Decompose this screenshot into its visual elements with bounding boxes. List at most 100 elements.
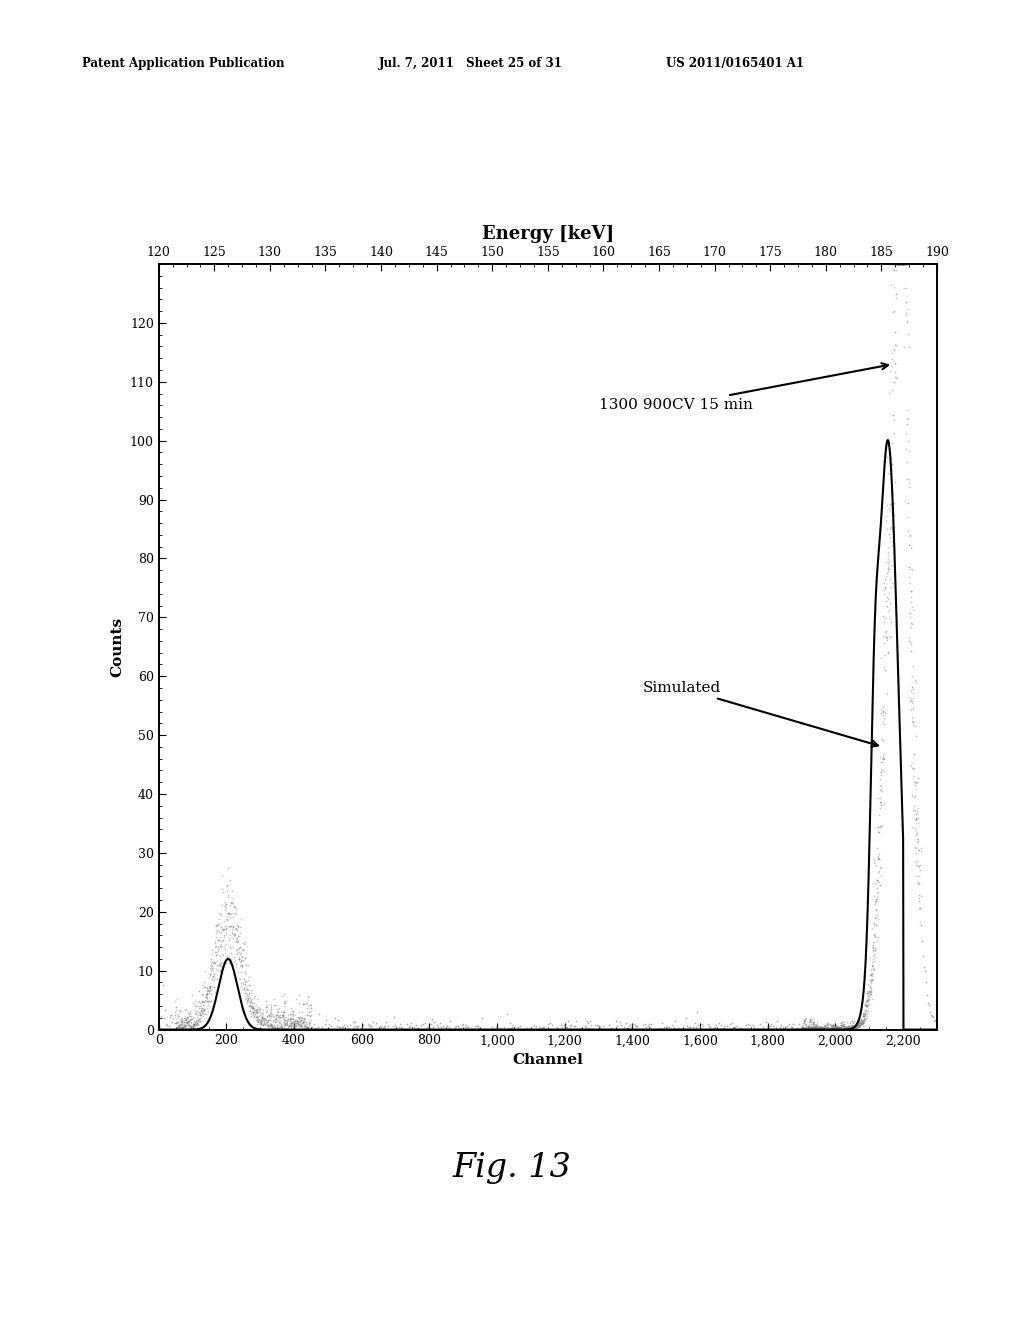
Point — [317, 1014, 334, 1035]
Point — [926, 1010, 942, 1031]
Point — [278, 1007, 294, 1028]
Point — [173, 1016, 189, 1038]
Point — [825, 1018, 842, 1039]
Point — [224, 887, 241, 908]
Point — [237, 932, 253, 953]
Point — [901, 473, 918, 494]
Point — [205, 956, 221, 977]
Point — [822, 1018, 839, 1039]
Point — [300, 985, 316, 1006]
Point — [294, 1011, 310, 1032]
Point — [542, 1012, 558, 1034]
Point — [214, 866, 230, 887]
Point — [878, 506, 894, 527]
Point — [360, 1016, 377, 1038]
Point — [233, 956, 250, 977]
Point — [874, 711, 891, 733]
Point — [861, 981, 878, 1002]
Point — [591, 1016, 607, 1038]
Point — [289, 1011, 305, 1032]
Point — [189, 1005, 206, 1026]
Point — [223, 892, 240, 913]
Point — [693, 1012, 710, 1034]
Point — [300, 1016, 316, 1038]
Point — [208, 944, 224, 965]
Point — [853, 1008, 869, 1030]
Point — [189, 1014, 206, 1035]
Point — [208, 936, 224, 957]
Point — [182, 1012, 199, 1034]
Point — [240, 970, 256, 991]
Point — [227, 903, 244, 924]
Point — [172, 1015, 188, 1036]
Point — [299, 1016, 315, 1038]
Point — [803, 1014, 819, 1035]
Point — [413, 1015, 429, 1036]
Point — [877, 747, 893, 768]
Point — [327, 1007, 343, 1028]
Point — [867, 915, 884, 936]
Point — [850, 1015, 866, 1036]
Point — [544, 1015, 560, 1036]
Point — [267, 1016, 284, 1038]
Point — [880, 589, 896, 610]
Point — [846, 1018, 862, 1039]
Point — [910, 887, 927, 908]
Point — [283, 1008, 299, 1030]
Point — [835, 1015, 851, 1036]
Point — [175, 1011, 191, 1032]
Point — [857, 1007, 873, 1028]
Point — [268, 1008, 285, 1030]
Point — [211, 903, 227, 924]
Point — [227, 931, 244, 952]
Point — [638, 1016, 654, 1038]
Point — [798, 1018, 814, 1039]
Point — [821, 1019, 838, 1040]
Point — [855, 1003, 871, 1024]
Point — [348, 1016, 365, 1038]
Point — [261, 1005, 278, 1026]
Point — [207, 936, 223, 957]
Point — [901, 566, 918, 587]
Point — [866, 944, 883, 965]
Point — [898, 253, 914, 275]
Point — [459, 1016, 475, 1038]
Point — [288, 1012, 304, 1034]
Point — [290, 1010, 306, 1031]
Point — [851, 1016, 867, 1038]
Point — [223, 948, 240, 969]
Point — [259, 994, 275, 1015]
Point — [918, 972, 934, 993]
Point — [204, 975, 220, 997]
Point — [844, 1018, 860, 1039]
Point — [262, 1003, 279, 1024]
Point — [177, 1007, 194, 1028]
Point — [798, 1016, 814, 1038]
Point — [810, 1019, 826, 1040]
Point — [173, 1010, 189, 1031]
Point — [230, 948, 247, 969]
Point — [842, 1018, 858, 1039]
Point — [818, 1014, 835, 1035]
Point — [237, 962, 253, 983]
Point — [899, 451, 915, 473]
Point — [836, 1014, 852, 1035]
Point — [882, 517, 898, 539]
Point — [793, 1018, 809, 1039]
Point — [826, 1016, 843, 1038]
Point — [191, 993, 208, 1014]
Point — [274, 1005, 291, 1026]
Point — [662, 1016, 678, 1038]
Point — [889, 253, 905, 275]
Point — [843, 1015, 859, 1036]
Point — [874, 702, 891, 723]
Point — [287, 1005, 303, 1026]
Point — [255, 1014, 271, 1035]
Point — [193, 1010, 209, 1031]
Point — [173, 1014, 189, 1035]
Point — [817, 1018, 834, 1039]
Point — [590, 1016, 606, 1038]
Point — [233, 954, 250, 975]
Point — [847, 1015, 863, 1036]
Point — [245, 998, 261, 1019]
